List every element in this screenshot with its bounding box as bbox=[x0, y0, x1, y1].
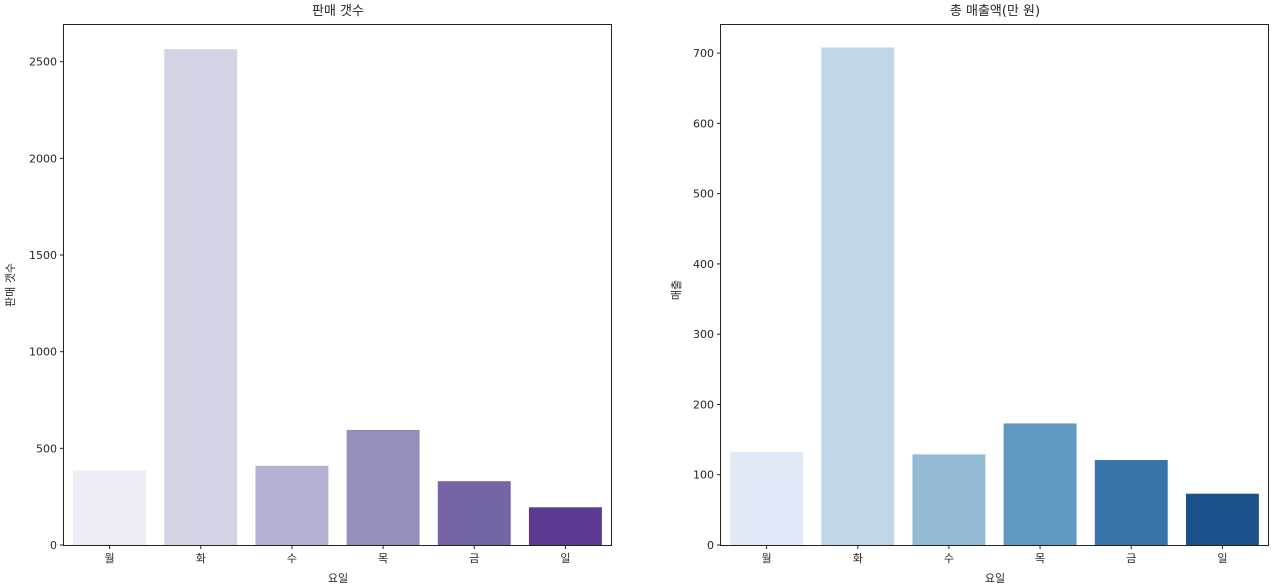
y-tick-label: 1000 bbox=[29, 346, 57, 359]
plot-frame bbox=[720, 24, 1269, 546]
bar-0 bbox=[730, 452, 804, 545]
x-tick-label: 일 bbox=[1217, 551, 1227, 565]
x-tick-label: 화 bbox=[196, 552, 206, 565]
y-axis-label: 매출 bbox=[670, 280, 683, 300]
x-tick-label: 월 bbox=[105, 552, 115, 565]
y-tick-label: 700 bbox=[693, 47, 714, 60]
x-axis-label: 요일 bbox=[985, 571, 1005, 585]
chart-title: 총 매출액(만 원) bbox=[950, 4, 1040, 19]
bar-2 bbox=[255, 465, 329, 545]
x-tick-label: 수 bbox=[287, 552, 297, 565]
y-axis-ticks: 0 500 1000 1500 2000 2500 bbox=[29, 56, 64, 552]
y-axis-label: 판매 갯수 bbox=[4, 263, 17, 307]
bar-group bbox=[73, 49, 602, 545]
chart-sales-count: 판매 갯수 요일 판매 갯수 0 500 1000 1500 2000 2500 월 화 수 목… bbox=[4, 4, 612, 585]
y-axis-ticks: 0 100 200 300 400 500 600 700 bbox=[693, 47, 721, 552]
y-tick-label: 0 bbox=[50, 539, 57, 552]
y-tick-label: 2500 bbox=[29, 56, 57, 69]
x-tick-label: 목 bbox=[378, 552, 388, 565]
bar-3 bbox=[1003, 423, 1077, 545]
y-tick-label: 300 bbox=[693, 328, 714, 341]
y-tick-label: 500 bbox=[36, 442, 57, 455]
bar-0 bbox=[73, 470, 147, 545]
x-axis-label: 요일 bbox=[328, 571, 348, 585]
x-tick-label: 일 bbox=[560, 551, 570, 565]
y-tick-label: 1500 bbox=[29, 249, 57, 262]
bar-4 bbox=[437, 481, 511, 545]
y-tick-label: 400 bbox=[693, 258, 714, 271]
x-tick-label: 화 bbox=[853, 552, 863, 565]
x-tick-label: 금 bbox=[469, 552, 479, 565]
bar-1 bbox=[164, 49, 238, 545]
bar-3 bbox=[346, 429, 420, 545]
y-tick-label: 200 bbox=[693, 398, 714, 411]
x-tick-label: 수 bbox=[944, 552, 954, 565]
y-tick-label: 0 bbox=[707, 539, 714, 552]
plot-frame bbox=[63, 24, 612, 546]
bar-group bbox=[730, 47, 1259, 546]
bar-1 bbox=[821, 47, 895, 546]
y-tick-label: 100 bbox=[693, 469, 714, 482]
bar-5 bbox=[528, 507, 602, 545]
bar-5 bbox=[1185, 493, 1259, 545]
chart-title: 판매 갯수 bbox=[312, 4, 364, 19]
y-tick-label: 2000 bbox=[29, 152, 57, 165]
x-tick-label: 금 bbox=[1126, 552, 1136, 565]
bar-4 bbox=[1094, 459, 1168, 545]
chart-total-revenue: 총 매출액(만 원) 요일 매출 0100200300400500600700 … bbox=[670, 4, 1269, 585]
x-tick-label: 목 bbox=[1035, 552, 1045, 565]
y-tick-label: 500 bbox=[693, 188, 714, 201]
x-tick-label: 월 bbox=[762, 552, 772, 565]
bar-2 bbox=[912, 454, 986, 545]
y-tick-label: 600 bbox=[693, 117, 714, 130]
